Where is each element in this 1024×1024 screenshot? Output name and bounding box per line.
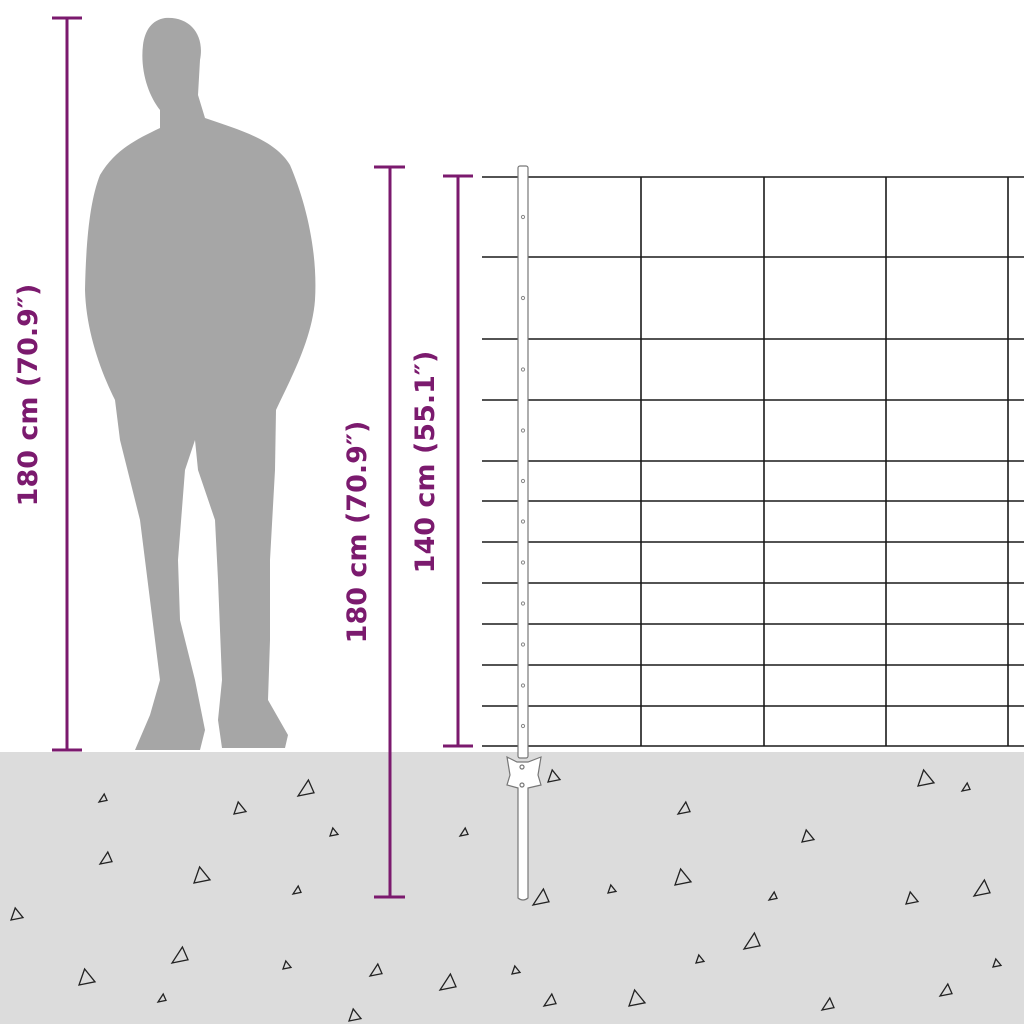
ground-stones	[10, 768, 1003, 1022]
stone	[542, 992, 557, 1007]
person-height-label: 180 cm (70.9″)	[13, 284, 44, 507]
post-hole	[520, 295, 526, 301]
stone	[767, 890, 778, 901]
post-hole	[520, 428, 526, 433]
post-hole	[520, 367, 526, 372]
stone	[511, 964, 522, 975]
person-silhouette	[85, 17, 316, 751]
post-hole	[520, 723, 526, 729]
post-hole	[520, 683, 526, 688]
stone	[10, 906, 25, 921]
stone	[676, 800, 691, 815]
post-hole	[520, 601, 526, 606]
stone	[156, 992, 167, 1003]
stone	[531, 887, 550, 906]
stone	[820, 996, 835, 1011]
stone	[992, 957, 1003, 968]
stone	[458, 826, 469, 837]
ground	[0, 752, 1024, 1024]
stone	[938, 982, 953, 997]
fence-mesh	[482, 176, 1024, 747]
stone	[233, 800, 248, 815]
stone	[972, 878, 991, 897]
stone	[674, 867, 693, 886]
stone	[97, 792, 108, 803]
stone	[905, 890, 920, 905]
fence-post	[506, 165, 542, 901]
post-height-label: 180 cm (70.9″)	[342, 421, 373, 644]
stone	[695, 953, 706, 964]
stone	[801, 828, 816, 843]
stone	[438, 972, 457, 991]
stone	[607, 883, 618, 894]
stone	[742, 931, 761, 950]
stone	[960, 781, 971, 792]
dimension-lines	[52, 16, 473, 899]
post-hole	[520, 642, 526, 647]
stone	[348, 1007, 363, 1022]
post-holes	[520, 214, 526, 729]
stone	[170, 945, 189, 964]
stone	[193, 865, 212, 884]
stone	[98, 850, 113, 865]
stone	[282, 959, 293, 970]
post-hole	[520, 214, 526, 220]
stone	[547, 768, 562, 783]
post-hole	[520, 519, 526, 524]
stone	[296, 778, 315, 797]
stone	[917, 768, 936, 787]
stone	[291, 884, 302, 895]
stone	[329, 826, 340, 837]
stone	[368, 962, 383, 977]
post-hole	[520, 478, 526, 484]
stone	[78, 967, 97, 986]
stone	[628, 988, 647, 1007]
fence-height-label: 140 cm (55.1″)	[410, 351, 441, 574]
post-hole	[520, 560, 526, 565]
